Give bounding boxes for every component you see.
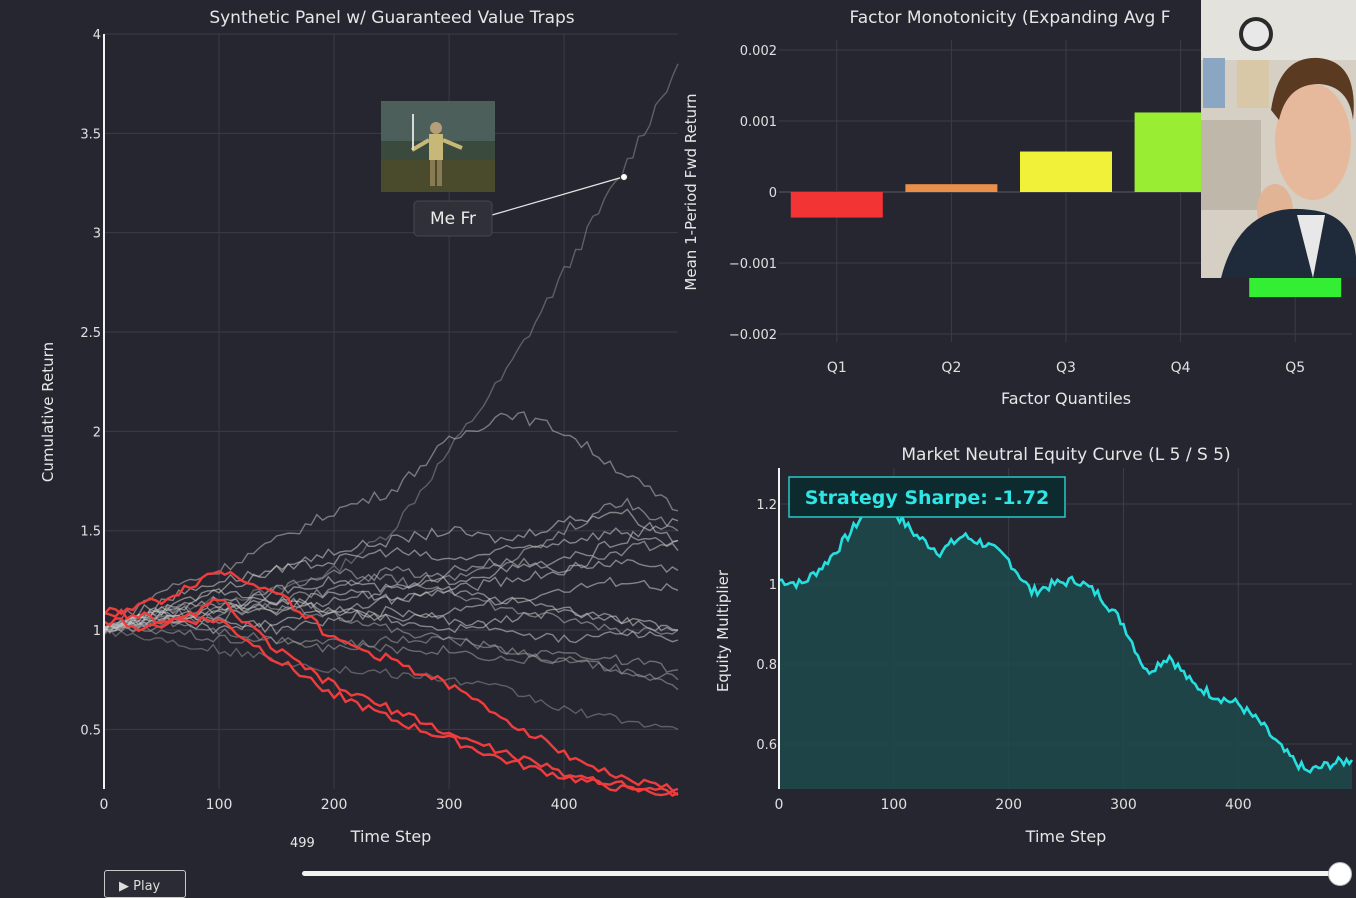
left-y-axis-label: Cumulative Return — [39, 342, 57, 482]
bar-q2 — [905, 184, 998, 192]
bar-x-tick-label: Q2 — [941, 360, 961, 376]
equity-x-tick-label: 400 — [1225, 797, 1252, 813]
bar-y-tick-label: −0.002 — [729, 328, 777, 343]
panel-series-line — [103, 558, 679, 635]
sharpe-annotation-box — [788, 476, 1066, 518]
panel-series-line — [103, 63, 679, 629]
left-x-tick-label: 100 — [206, 797, 233, 813]
bar-x-tick-label: Q4 — [1171, 360, 1191, 376]
bar-x-tick-label: Q5 — [1285, 360, 1305, 376]
left-y-tick-label: 1.5 — [80, 525, 101, 540]
bar-x-axis-label: Factor Quantiles — [1001, 389, 1131, 408]
bar-chart-y-ticks: 0.002 0.001 0 −0.001 −0.002 — [729, 44, 777, 343]
equity-chart-series — [778, 496, 1354, 789]
panel-series-line — [103, 624, 679, 681]
panel-series-line — [103, 588, 679, 633]
panel-series-line — [103, 527, 679, 633]
play-button[interactable]: ▶ Play — [104, 870, 186, 898]
equity-y-tick-label: 0.8 — [756, 658, 777, 673]
left-y-tick-label: 1 — [93, 624, 101, 639]
bar-y-tick-label: 0.001 — [740, 115, 777, 130]
left-x-tick-label: 300 — [436, 797, 463, 813]
equity-x-tick-label: 0 — [775, 797, 784, 813]
equity-x-ticks: 0 100 200 300 400 — [775, 797, 1252, 813]
value-trap-series-line — [103, 608, 679, 797]
panel-series-line — [103, 567, 679, 635]
value-trap-series-line — [103, 569, 679, 792]
equity-x-axis-label: Time Step — [1025, 827, 1107, 846]
left-y-tick-label: 4 — [93, 28, 101, 43]
slider-value-label: 499 — [290, 836, 315, 851]
bar-y-tick-label: 0.002 — [740, 44, 777, 59]
left-y-tick-label: 0.5 — [80, 723, 101, 738]
bar-y-tick-label: −0.001 — [729, 257, 777, 272]
sharpe-annotation: Strategy Sharpe: -1.72 — [805, 487, 1049, 509]
equity-x-tick-label: 200 — [995, 797, 1022, 813]
presenter-video — [1201, 0, 1356, 278]
equity-curve-chart: Market Neutral Equity Curve (L 5 / S 5) … — [714, 445, 1354, 846]
annotation-point — [620, 173, 628, 181]
equity-x-tick-label: 100 — [880, 797, 907, 813]
equity-y-tick-label: 0.6 — [756, 738, 777, 753]
panel-series-line — [103, 616, 679, 691]
left-y-tick-label: 3.5 — [80, 127, 101, 142]
time-slider-handle[interactable] — [1328, 862, 1352, 886]
bar-x-tick-label: Q1 — [827, 360, 847, 376]
game-character-thumbnail — [381, 101, 495, 192]
bar-y-axis-label: Mean 1-Period Fwd Return — [682, 93, 700, 290]
bar-q3 — [1020, 151, 1112, 192]
left-x-ticks: 0 100 200 300 400 — [100, 797, 578, 813]
annotation-arrow — [491, 176, 624, 216]
annotation-label-box — [413, 200, 493, 237]
bar-y-tick-label: 0 — [769, 186, 777, 201]
equity-y-tick-label: 1 — [769, 578, 777, 593]
left-y-tick-label: 2 — [93, 425, 101, 440]
left-y-tick-label: 2.5 — [80, 326, 101, 341]
annotation-label: Me Fr — [430, 209, 476, 229]
webcam-overlay — [1201, 0, 1356, 278]
panel-series-line — [103, 628, 679, 731]
panel-series-line — [103, 411, 679, 630]
left-x-tick-label: 0 — [100, 797, 109, 813]
panel-series-line — [103, 606, 679, 635]
bar-q1 — [790, 192, 883, 218]
me-fr-annotation: Me Fr — [381, 101, 628, 237]
left-y-ticks: 0.5 1 1.5 2 2.5 3 3.5 4 — [80, 28, 101, 738]
bar-chart-title: Factor Monotonicity (Expanding Avg F — [849, 8, 1170, 28]
left-chart-title: Synthetic Panel w/ Guaranteed Value Trap… — [209, 8, 574, 28]
left-chart-series — [103, 63, 679, 798]
time-slider-track[interactable] — [302, 871, 1342, 876]
equity-y-tick-label: 1.2 — [756, 498, 777, 513]
panel-series-line — [103, 508, 679, 631]
equity-x-tick-label: 300 — [1110, 797, 1137, 813]
left-y-tick-label: 3 — [93, 227, 101, 242]
equity-area-fill — [779, 500, 1352, 789]
bar-x-tick-label: Q3 — [1056, 360, 1076, 376]
left-x-tick-label: 200 — [321, 797, 348, 813]
equity-y-axis-label: Equity Multiplier — [714, 569, 732, 692]
left-x-axis-label: Time Step — [350, 827, 432, 846]
value-trap-series-line — [103, 598, 679, 798]
equity-y-ticks: 0.6 0.8 1 1.2 — [756, 498, 777, 753]
left-x-tick-label: 400 — [551, 797, 578, 813]
bar-chart-x-ticks: Q1 Q2 Q3 Q4 Q5 — [827, 360, 1305, 376]
equity-chart-title: Market Neutral Equity Curve (L 5 / S 5) — [901, 445, 1230, 465]
panel-series-line — [103, 576, 679, 635]
left-chart: Synthetic Panel w/ Guaranteed Value Trap… — [39, 8, 679, 846]
